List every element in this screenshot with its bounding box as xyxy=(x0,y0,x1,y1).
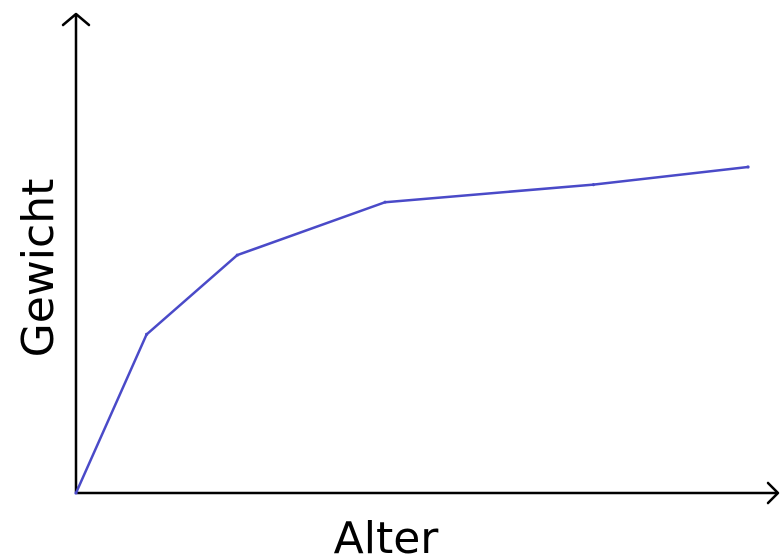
data-point xyxy=(591,183,596,187)
x-axis-arrow xyxy=(766,481,780,505)
data-point xyxy=(746,165,750,169)
x-axis xyxy=(76,481,780,505)
y-axis xyxy=(61,12,91,493)
y-axis-arrow xyxy=(61,12,91,27)
series-line-0 xyxy=(74,165,750,495)
data-point xyxy=(145,332,149,336)
x-axis-label: Alter xyxy=(334,513,440,558)
data-point xyxy=(74,491,78,495)
y-axis-label: Gewicht xyxy=(13,179,64,358)
data-point xyxy=(235,253,239,257)
series-layer xyxy=(74,165,750,495)
data-point xyxy=(383,200,387,204)
